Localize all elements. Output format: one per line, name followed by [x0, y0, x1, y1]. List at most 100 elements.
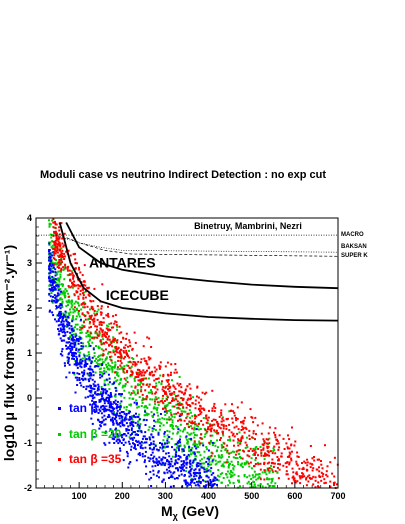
data-point [141, 437, 144, 440]
data-point [143, 435, 146, 438]
data-point [304, 461, 307, 464]
data-point [139, 423, 142, 426]
data-point [252, 476, 255, 479]
data-point [70, 338, 73, 341]
data-point [178, 455, 181, 458]
data-point [87, 333, 90, 336]
data-point [177, 403, 179, 406]
data-point [57, 318, 60, 321]
data-point [86, 311, 89, 314]
data-point [56, 306, 58, 309]
data-point [114, 320, 117, 323]
data-point [333, 475, 336, 478]
data-point [55, 250, 58, 253]
data-point [232, 482, 235, 485]
data-point [122, 336, 125, 339]
data-point [99, 339, 102, 342]
data-point [269, 484, 272, 487]
data-point [111, 421, 114, 424]
data-point [145, 396, 148, 399]
data-point [130, 427, 133, 430]
data-point [178, 407, 181, 410]
data-point [106, 314, 109, 317]
labels-layer: Mχ (GeV)log10 μ flux from sun (km⁻².yr⁻¹… [1, 221, 368, 521]
data-point [166, 471, 169, 474]
data-point [81, 312, 84, 315]
data-point [117, 359, 120, 362]
data-point [89, 368, 92, 371]
data-point [127, 425, 130, 428]
data-point [74, 391, 77, 394]
data-point [249, 447, 252, 450]
data-point [104, 359, 107, 362]
data-point [93, 411, 96, 413]
data-point [210, 454, 213, 457]
data-point [207, 456, 210, 458]
data-point [178, 474, 181, 477]
data-point [93, 355, 96, 358]
data-point [306, 464, 309, 467]
data-point [209, 441, 212, 444]
data-point [289, 452, 292, 455]
data-point [166, 430, 169, 432]
data-point [92, 346, 95, 349]
data-point [114, 393, 117, 396]
data-point [182, 410, 185, 413]
data-point [59, 315, 62, 318]
data-point [168, 418, 171, 421]
data-point [151, 448, 154, 451]
data-point [152, 460, 155, 463]
data-point [95, 410, 98, 413]
data-point [151, 427, 154, 430]
data-point [141, 399, 144, 402]
data-point [77, 340, 80, 343]
data-point [189, 462, 192, 465]
data-point [101, 397, 104, 400]
data-point [186, 431, 189, 434]
data-point [231, 421, 234, 424]
data-point [154, 464, 157, 467]
data-point [90, 417, 93, 420]
data-point [123, 412, 126, 415]
data-point [62, 328, 65, 331]
data-point [106, 400, 109, 403]
data-point [205, 446, 208, 448]
data-point [140, 379, 143, 382]
data-point [82, 377, 85, 380]
data-point [137, 379, 140, 382]
data-point [97, 383, 100, 386]
data-point [120, 442, 123, 444]
data-point [94, 332, 97, 335]
data-point [162, 375, 165, 378]
data-point [120, 357, 123, 360]
data-point [57, 264, 60, 267]
data-point [57, 277, 59, 280]
data-point [98, 421, 101, 423]
data-point [175, 446, 178, 449]
data-point [241, 466, 244, 469]
data-point [179, 435, 182, 438]
data-point [170, 460, 173, 463]
data-point [60, 328, 63, 331]
data-point [115, 435, 118, 438]
data-point [145, 377, 148, 380]
data-point [130, 361, 133, 364]
data-point [302, 473, 305, 476]
data-point [98, 321, 101, 324]
data-point [147, 391, 150, 394]
data-point [73, 340, 76, 343]
data-point [112, 326, 115, 329]
data-point [88, 294, 91, 297]
data-point [268, 471, 271, 474]
data-point [288, 461, 291, 464]
data-point [71, 300, 73, 303]
data-point [72, 315, 75, 318]
data-point [158, 456, 161, 459]
data-point [77, 295, 80, 298]
data-point [201, 466, 204, 469]
data-point [184, 479, 187, 482]
data-point [268, 454, 271, 457]
data-point [52, 248, 55, 251]
data-point [168, 477, 170, 479]
data-point [87, 378, 90, 381]
